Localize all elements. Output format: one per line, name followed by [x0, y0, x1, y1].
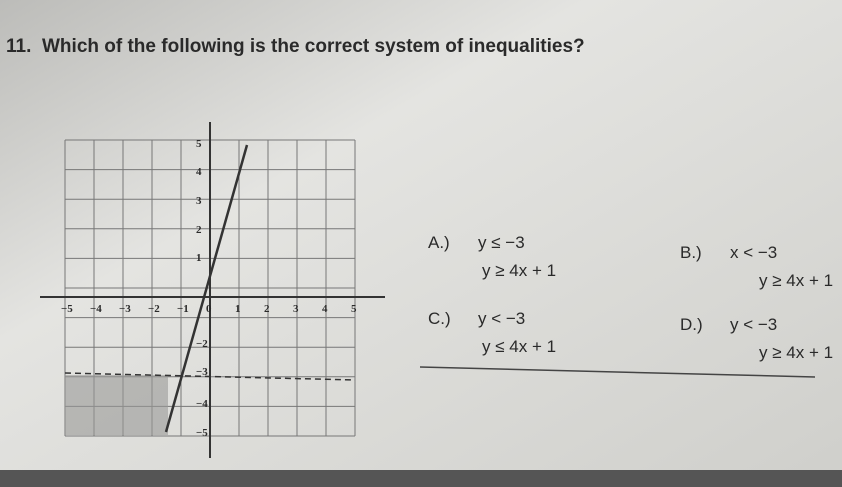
option-inequality: y ≥ 4x + 1	[482, 261, 556, 280]
x-axis-label: 2	[264, 303, 270, 315]
option-letter: A.)	[428, 233, 450, 252]
boundary-line	[164, 144, 249, 433]
y-axis-label: 5	[196, 138, 202, 150]
bottom-edge	[0, 470, 842, 487]
x-axis-label: 5	[351, 303, 357, 315]
y-axis-label: −2	[196, 338, 208, 350]
option-inequality: y ≥ 4x + 1	[759, 343, 833, 362]
option-inequality: x < −3	[730, 243, 777, 262]
option-inequality: y ≥ 4x + 1	[759, 271, 833, 290]
x-axis-label: −1	[177, 303, 189, 315]
x-axis-label: 3	[293, 303, 299, 315]
y-axis-label: −3	[196, 366, 208, 378]
question-number: 11.	[6, 36, 31, 57]
y-axis-label: −4	[196, 398, 208, 410]
x-axis-label: 1	[235, 303, 241, 315]
option-letter: D.)	[680, 315, 703, 334]
option-inequality: y < −3	[730, 315, 777, 334]
x-axis-label: −2	[148, 303, 160, 315]
x-axis-label: −3	[119, 303, 131, 315]
y-axis-label: 3	[196, 195, 202, 207]
y-axis-label: 4	[196, 166, 202, 178]
option-letter: C.)	[428, 309, 451, 328]
option-inequality: y < −3	[478, 309, 525, 328]
x-axis-label: −4	[90, 303, 102, 315]
option-letter: B.)	[680, 243, 702, 262]
x-axis-label: −5	[61, 303, 73, 315]
y-axis-label: −5	[196, 427, 208, 439]
graph	[40, 122, 385, 458]
y-axis-label: 1	[196, 252, 202, 264]
x-axis-label: 0	[206, 303, 212, 315]
option-inequality: y ≤ 4x + 1	[482, 337, 556, 356]
option-inequality: y ≤ −3	[478, 233, 525, 252]
x-axis-label: 4	[322, 303, 328, 315]
question-text: Which of the following is the correct sy…	[42, 36, 585, 57]
divider	[419, 366, 816, 378]
shaded-region	[65, 375, 168, 435]
y-axis-label: 2	[196, 224, 202, 236]
